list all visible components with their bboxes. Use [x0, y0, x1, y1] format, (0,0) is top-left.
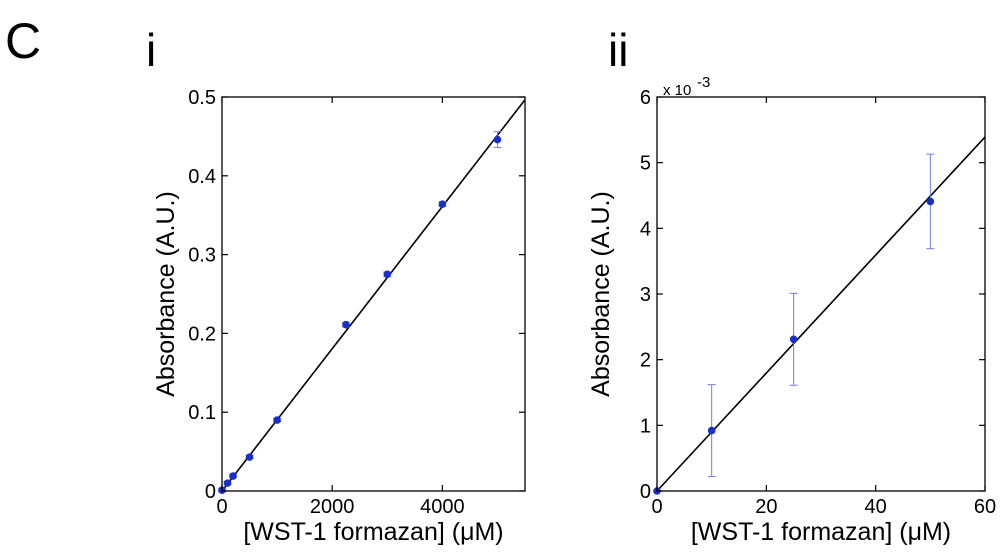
- y-tick-label: 4: [640, 218, 651, 240]
- data-point: [493, 135, 502, 144]
- y-tick-label: 0.2: [188, 323, 216, 345]
- y-tick-label: 5: [640, 153, 651, 175]
- y-tick-label: 6: [640, 87, 651, 109]
- data-point: [438, 200, 447, 208]
- data-point: [223, 479, 232, 487]
- y-tick-label: 0.5: [188, 87, 216, 109]
- data-point: [383, 270, 392, 279]
- y-exponent-value: -3: [697, 74, 710, 91]
- fit-line: [656, 136, 986, 492]
- y-tick-label: 0: [205, 481, 216, 503]
- y-exponent-base: x 10: [663, 82, 691, 99]
- data-point: [245, 453, 254, 461]
- x-tick-label: 0: [651, 496, 662, 518]
- y-tick-label: 0.1: [188, 402, 216, 424]
- data-point: [707, 426, 716, 435]
- y-axis-label: Absorbance (A.U.): [587, 191, 615, 397]
- y-tick-label: 0.3: [188, 245, 216, 267]
- data-point: [342, 320, 350, 329]
- x-axis-label: [WST-1 formazan] (μM): [243, 518, 503, 546]
- x-tick-label: 0: [216, 496, 227, 518]
- y-tick-label: 1: [640, 415, 651, 437]
- y-tick-label: 0: [640, 481, 651, 503]
- y-tick-label: 2: [640, 350, 651, 372]
- chart-panel-i: i 0 2000 4000 0 0.1 0.2 0.3 0.4 0.5 [WST-1 formaza…: [146, 24, 526, 546]
- data-point: [926, 197, 935, 206]
- axes-box: [221, 96, 526, 492]
- x-tick-label: 20: [755, 496, 777, 518]
- fit-line: [221, 99, 526, 492]
- y-tick-label: 0.4: [188, 166, 216, 188]
- y-tick-label: 3: [640, 284, 651, 306]
- chart-panel-ii: ii 0 20 40 60 0 1 2 3 4 5 6 x 10 -3 [WST-1 formazan] (…: [587, 24, 996, 546]
- data-point: [273, 416, 281, 424]
- panel-label: ii: [608, 24, 628, 76]
- figure-label: C: [5, 13, 41, 69]
- x-tick-label: 40: [865, 496, 887, 518]
- y-axis-label: Absorbance (A.U.): [152, 191, 180, 397]
- panel-label: i: [146, 24, 156, 76]
- axes-box: [656, 96, 986, 492]
- x-tick-label: 2000: [310, 496, 355, 518]
- x-axis-label: [WST-1 formazan] (μM): [691, 518, 951, 546]
- x-tick-label: 60: [974, 496, 996, 518]
- data-point: [789, 335, 798, 344]
- data-point: [229, 472, 237, 480]
- x-tick-label: 4000: [420, 496, 465, 518]
